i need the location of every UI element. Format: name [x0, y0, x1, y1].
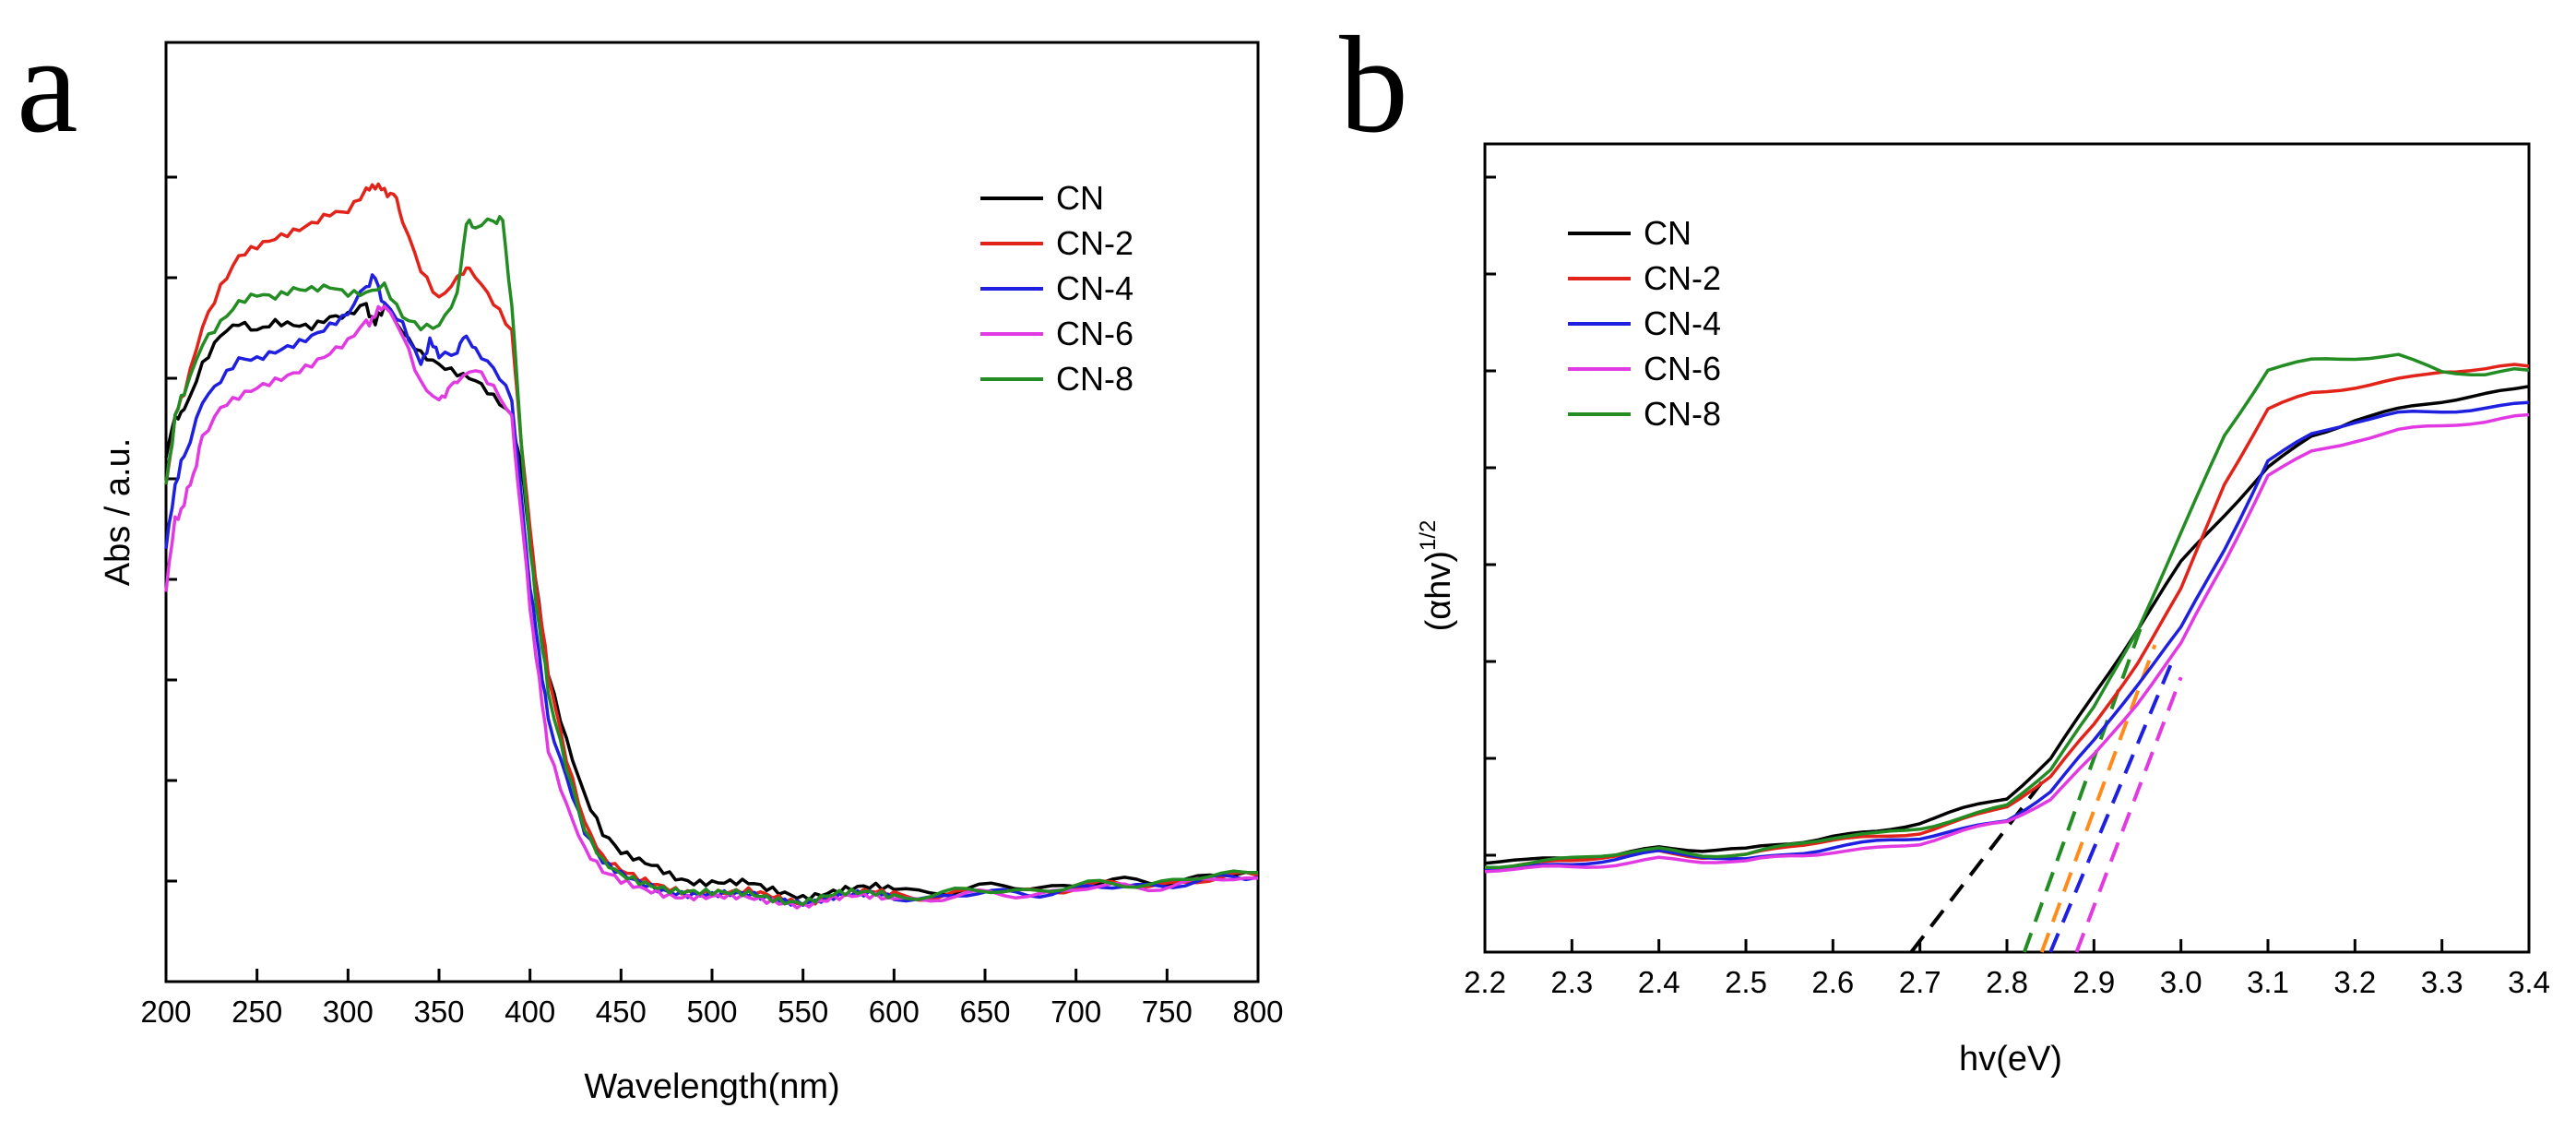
series-line-cn-2	[1484, 363, 2530, 873]
x-tick-label-a: 350	[413, 995, 464, 1029]
panel-label-b: b	[1339, 8, 1408, 161]
x-tick-label-b: 2.5	[1725, 965, 1767, 999]
legend-label-cn-8: CN-8	[1056, 360, 1134, 398]
x-tick-label-b: 3.1	[2247, 965, 2289, 999]
x-tick-label-b: 2.7	[1899, 965, 1941, 999]
x-tick-label-a: 250	[231, 995, 282, 1029]
x-tick-label-b: 2.8	[1986, 965, 2028, 999]
legend-b: CN CN-2 CN-4 CN-6 CN-8	[1568, 214, 1721, 433]
x-tick-label-b: 3.4	[2508, 965, 2550, 999]
legend-a: CN CN-2 CN-4 CN-6 CN-8	[980, 179, 1134, 398]
x-tick-label-a: 650	[959, 995, 1010, 1029]
series-line-cn-6	[1484, 412, 2530, 874]
legend-label-cn-8: CN-8	[1644, 395, 1721, 433]
x-tick-label-b: 2.9	[2072, 965, 2115, 999]
legend-label-cn-6: CN-6	[1056, 315, 1134, 352]
x-tick-label-b: 2.2	[1464, 965, 1506, 999]
tangent-line-cn-4-fit	[2048, 660, 2175, 953]
legend-label-cn: CN	[1644, 214, 1692, 252]
x-tick-label-a: 200	[140, 995, 191, 1029]
legend-label-cn-4: CN-4	[1056, 269, 1134, 307]
tangent-line-cn-6-fit	[2074, 676, 2183, 953]
legend-label-cn-6: CN-6	[1644, 350, 1721, 387]
legend-label-cn-2: CN-2	[1056, 224, 1134, 262]
y-axis-title-b: (αhv)1/2	[1416, 520, 1458, 632]
tangent-lines-b	[1909, 612, 2183, 954]
panel-a: a 200 250 300 350 400 450 500 550 600 650 700 750 80…	[17, 8, 1284, 1106]
x-axis-title-a: Wavelength(nm)	[584, 1067, 839, 1106]
series-group-b	[1484, 352, 2530, 874]
x-ticks-a: 200 250 300 350 400 450 500 550 600 650 700 750 800	[140, 969, 1284, 1029]
svg-text:(αhv)1/2: (αhv)1/2	[1416, 520, 1458, 632]
x-tick-label-a: 600	[869, 995, 920, 1029]
legend-label-cn: CN	[1056, 179, 1104, 217]
series-line-cn-8	[164, 215, 1259, 907]
x-tick-label-b: 2.3	[1550, 965, 1593, 999]
legend-label-cn-2: CN-2	[1644, 259, 1721, 297]
plot-frame-b	[1483, 142, 2531, 954]
panel-b: b 2.2 2.3 2.4 2.5 2.6 2.7 2.8 2.9 3.0 3.1 3.2 3.3 3.…	[1339, 8, 2550, 1078]
x-tick-label-b: 2.4	[1638, 965, 1680, 999]
x-tick-label-a: 450	[596, 995, 647, 1029]
x-tick-label-b: 2.6	[1811, 965, 1854, 999]
y-axis-title-b-exponent: 1/2	[1416, 520, 1441, 551]
x-axis-title-b: hv(eV)	[1959, 1040, 2062, 1078]
x-tick-label-a: 400	[505, 995, 555, 1029]
x-tick-label-b: 3.3	[2421, 965, 2463, 999]
x-tick-label-a: 750	[1142, 995, 1193, 1029]
series-line-cn	[1484, 385, 2530, 865]
series-line-cn	[164, 302, 1259, 902]
x-tick-label-a: 300	[323, 995, 374, 1029]
legend-label-cn-4: CN-4	[1644, 304, 1721, 342]
x-tick-label-a: 700	[1051, 995, 1101, 1029]
x-tick-label-a: 550	[778, 995, 828, 1029]
y-ticks-b	[1485, 175, 1496, 857]
series-line-cn-8	[1484, 352, 2530, 870]
y-axis-title-b-main: (αhv)	[1419, 551, 1458, 631]
tangent-line-cn-2-fit	[2039, 644, 2157, 953]
panel-label-a: a	[17, 8, 78, 161]
tangent-line-cn-fit	[1909, 780, 2044, 954]
y-axis-title-a: Abs / a.u.	[99, 438, 137, 587]
x-tick-label-b: 3.2	[2333, 965, 2376, 999]
x-ticks-b: 2.2 2.3 2.4 2.5 2.6 2.7 2.8 2.9 3.0 3.1 3.2 3.3 3.4	[1464, 939, 2550, 999]
x-tick-label-a: 800	[1232, 995, 1283, 1029]
x-tick-label-a: 500	[686, 995, 737, 1029]
tangent-line-cn-8-fit	[2022, 612, 2148, 953]
x-tick-label-b: 3.0	[2160, 965, 2202, 999]
series-group-a	[164, 182, 1259, 910]
